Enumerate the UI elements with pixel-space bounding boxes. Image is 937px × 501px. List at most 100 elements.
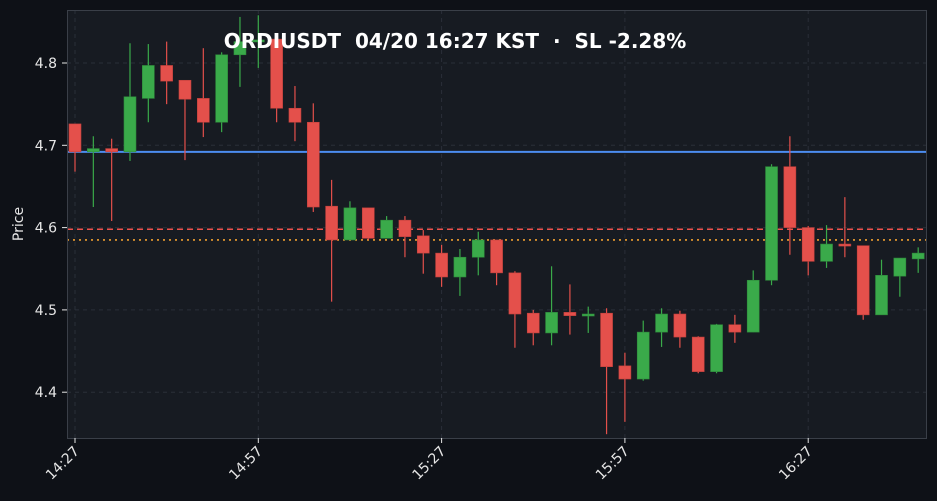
candle-body <box>105 148 118 153</box>
candle-body <box>398 219 412 237</box>
candle-up <box>252 15 265 68</box>
candle-down <box>600 308 613 435</box>
candle-up <box>820 225 833 268</box>
candle-up <box>655 308 668 347</box>
candle-body <box>710 324 723 372</box>
candle-body <box>893 257 907 277</box>
plot-area <box>67 10 926 438</box>
candle-body <box>380 219 393 239</box>
plot-frame <box>67 10 927 439</box>
candle-body <box>252 39 265 43</box>
candle-body <box>416 235 430 254</box>
candle-down <box>288 86 302 142</box>
candle-up <box>87 136 100 208</box>
candle-down <box>508 271 522 348</box>
candle-body <box>691 336 705 372</box>
candle-body <box>728 324 742 333</box>
candle-body <box>123 96 137 153</box>
candle-body <box>618 365 632 380</box>
candle-body <box>673 313 687 338</box>
candle-down <box>416 230 430 274</box>
y-tick-label: 4.5 <box>35 303 57 319</box>
candle-body <box>178 79 192 100</box>
candle-body <box>783 166 797 228</box>
candle-body <box>563 312 577 316</box>
candle-body <box>490 239 503 274</box>
candle-body <box>325 205 338 241</box>
candle-body <box>471 239 485 258</box>
candle-down <box>673 310 687 348</box>
candle-body <box>526 312 540 334</box>
candle-down <box>197 48 210 138</box>
candle-down <box>160 41 173 105</box>
candle-up <box>343 201 357 241</box>
y-tick-label: 4.6 <box>35 221 57 237</box>
chart-title: ORDIUSDT 04/20 16:27 KST · SL -2.28% <box>224 29 687 53</box>
candle-up <box>636 320 650 381</box>
candles <box>68 15 925 435</box>
y-axis-title: Price <box>11 207 27 241</box>
candle-down <box>783 136 797 255</box>
candle-down <box>856 245 870 320</box>
candle-down <box>178 79 192 161</box>
candle-up <box>142 44 155 123</box>
y-tick-label: 4.7 <box>35 138 57 154</box>
candle-down <box>68 123 82 172</box>
candle-body <box>875 275 888 316</box>
candle-body <box>270 38 283 109</box>
candle-body <box>746 279 760 333</box>
candle-body <box>655 313 668 333</box>
candle-up <box>233 16 247 87</box>
candle-up <box>581 306 595 333</box>
grid-lines <box>67 10 926 438</box>
candle-up <box>911 247 925 273</box>
candle-body <box>820 243 833 262</box>
candle-down <box>838 197 852 258</box>
candle-up <box>123 43 137 161</box>
candle-down <box>490 239 503 286</box>
candle-down <box>563 284 577 335</box>
y-tick-label: 4.4 <box>35 385 57 401</box>
candle-up <box>215 52 228 133</box>
candle-down <box>270 38 283 123</box>
candle-down <box>435 244 448 287</box>
candle-body <box>765 166 778 281</box>
candle-down <box>618 352 632 422</box>
candle-down <box>526 309 540 346</box>
candle-down <box>691 336 705 374</box>
y-axis: 4.4 4.5 4.6 4.7 4.8 <box>35 56 67 401</box>
candle-body <box>68 123 82 153</box>
candle-down <box>325 179 338 302</box>
candle-up <box>471 231 485 276</box>
candle-body <box>600 312 613 367</box>
candle-body <box>453 256 467 278</box>
candle-body <box>306 121 320 208</box>
candle-body <box>801 227 815 262</box>
candle-body <box>197 98 210 123</box>
candle-down <box>306 103 320 212</box>
candle-body <box>142 65 155 99</box>
candle-body <box>636 331 650 380</box>
candle-up <box>545 266 558 346</box>
candle-up <box>746 270 760 333</box>
candle-body <box>288 107 302 123</box>
candle-up <box>893 257 907 297</box>
candle-body <box>545 312 558 334</box>
candle-down <box>728 314 742 343</box>
reference-lines <box>67 150 926 241</box>
candle-body <box>343 207 357 241</box>
candle-down <box>105 138 118 222</box>
candle-body <box>87 148 100 153</box>
candle-body <box>911 252 925 260</box>
candle-body <box>361 207 375 239</box>
candle-down <box>801 225 815 276</box>
candle-body <box>215 54 228 123</box>
candle-body <box>856 245 870 316</box>
candle-up <box>875 259 888 316</box>
candle-down <box>398 216 412 258</box>
candle-body <box>435 252 448 278</box>
candle-body <box>508 272 522 315</box>
candle-up <box>710 323 723 374</box>
candle-body <box>838 243 852 247</box>
y-tick-label: 4.8 <box>35 56 57 72</box>
